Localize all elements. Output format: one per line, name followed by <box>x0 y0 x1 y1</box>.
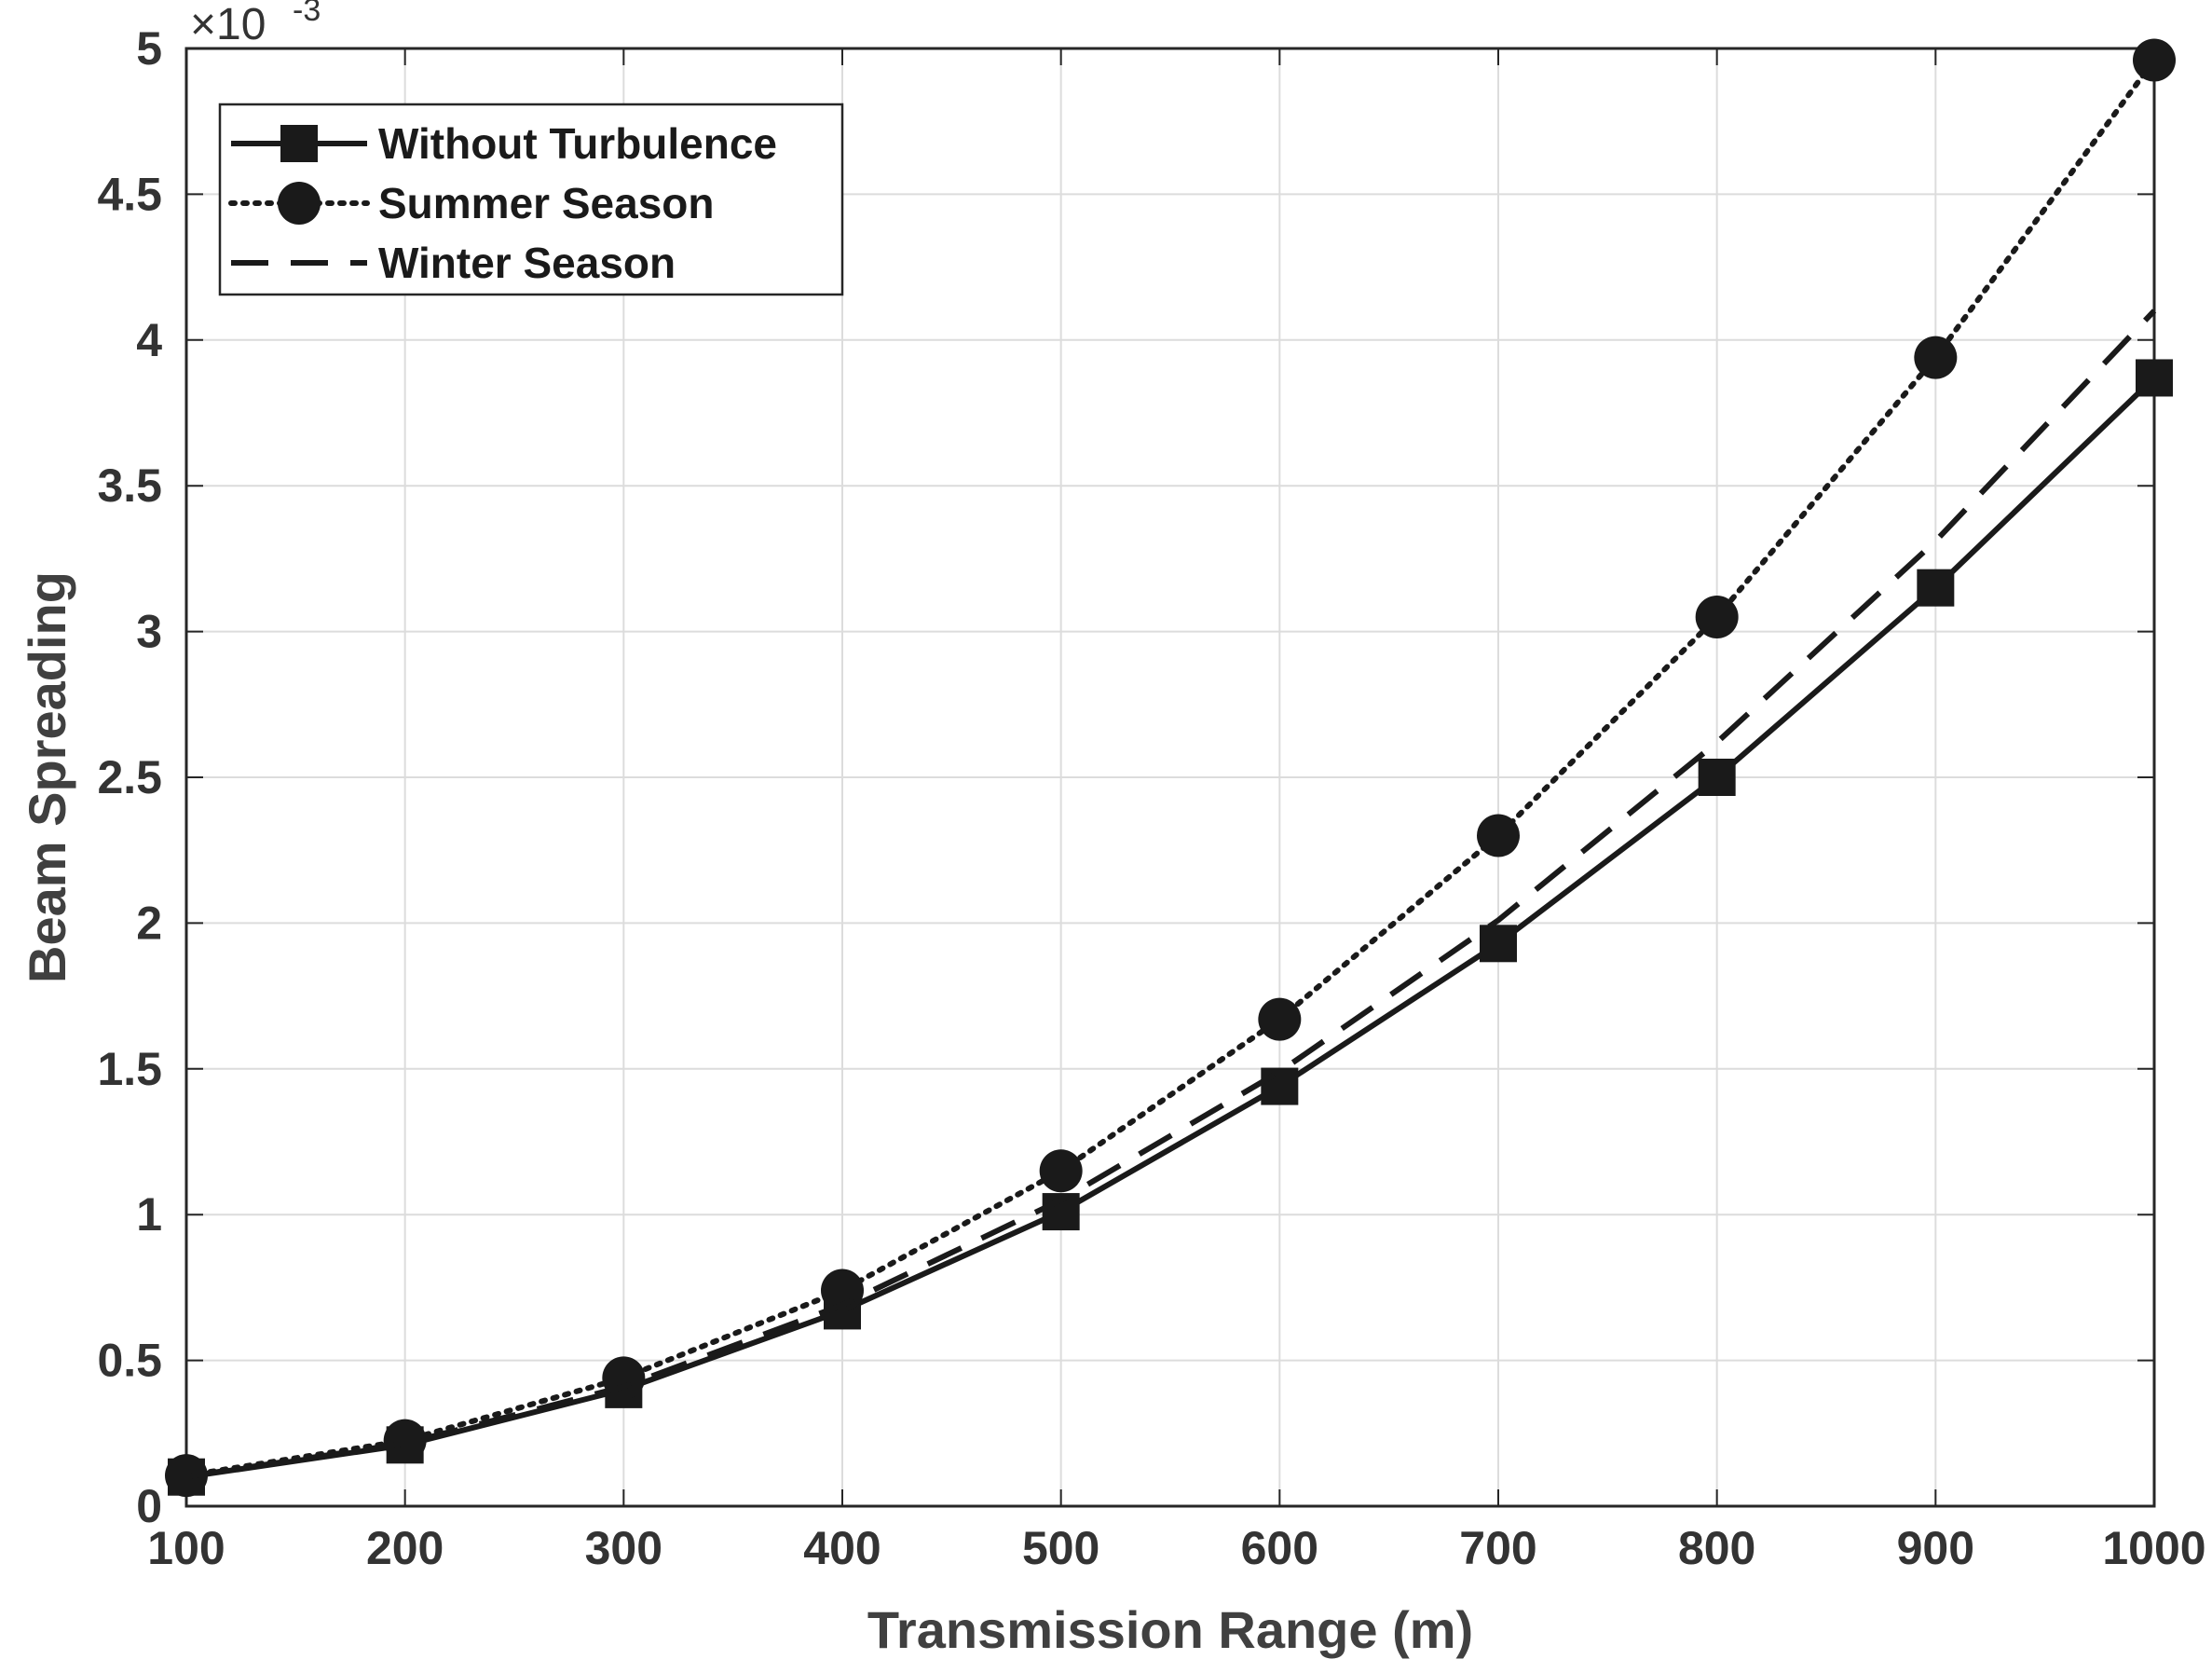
x-tick-label: 700 <box>1459 1522 1536 1574</box>
x-tick-label: 1000 <box>2102 1522 2205 1574</box>
series-line-summer-season <box>184 57 2157 1479</box>
y-tick-label: 1.5 <box>97 1043 162 1095</box>
legend-marker-summer-season <box>278 182 321 225</box>
data-point-summer-season <box>1039 1149 1083 1193</box>
legend-entry-without-turbulence: Without Turbulence <box>231 119 777 168</box>
legend-label-winter-season: Winter Season <box>378 239 676 287</box>
data-point-summer-season <box>383 1419 427 1462</box>
y-tick-label: 0.5 <box>97 1335 162 1387</box>
x-tick-labels: 100 200 300 400 500 600 700 800 900 1000 <box>147 1522 2205 1574</box>
x-tick-label: 900 <box>1897 1522 1974 1574</box>
y-tick-label: 5 <box>136 22 162 75</box>
data-point-without-turbulence <box>1480 925 1517 963</box>
data-point-without-turbulence <box>2136 359 2173 397</box>
data-point-summer-season <box>1258 997 1302 1041</box>
axes <box>184 47 2156 1508</box>
y-tick-labels: 0 0.5 1 1.5 2 2.5 3 3.5 4 4.5 5 <box>97 22 162 1532</box>
legend-label-without-turbulence: Without Turbulence <box>378 119 777 168</box>
y-tick-label: 4.5 <box>97 168 162 220</box>
y-exponent-base: ×10 <box>190 0 266 49</box>
x-tick-label: 400 <box>803 1522 881 1574</box>
legend: Without Turbulence Summer Season Winter Se… <box>218 103 844 296</box>
data-point-without-turbulence <box>1917 569 1955 607</box>
x-tick-label: 100 <box>147 1522 225 1574</box>
y-tick-label: 3 <box>136 606 162 658</box>
y-tick-label: 0 <box>136 1480 162 1532</box>
y-tick-label: 2.5 <box>97 751 162 803</box>
x-tick-label: 800 <box>1678 1522 1755 1574</box>
x-tick-label: 200 <box>366 1522 444 1574</box>
legend-marker-without-turbulence <box>280 125 318 162</box>
data-point-summer-season <box>1695 595 1739 638</box>
x-tick-label: 600 <box>1241 1522 1318 1574</box>
axes-box <box>184 47 2156 1508</box>
data-series <box>165 38 2176 1498</box>
data-point-without-turbulence <box>1698 759 1736 796</box>
y-tick-label: 1 <box>136 1188 162 1241</box>
data-point-summer-season <box>1477 814 1520 857</box>
y-axis-title: Beam Spreading <box>18 571 76 983</box>
legend-entry-summer-season: Summer Season <box>228 179 714 227</box>
x-axis-title: Transmission Range (m) <box>867 1600 1473 1659</box>
data-point-without-turbulence <box>1261 1067 1299 1105</box>
x-tick-label: 500 <box>1022 1522 1099 1574</box>
data-point-summer-season <box>2133 38 2176 82</box>
y-tick-label: 2 <box>136 897 162 949</box>
legend-label-summer-season: Summer Season <box>378 179 714 227</box>
y-tick-label: 3.5 <box>97 459 162 512</box>
legend-entry-winter-season: Winter Season <box>231 239 676 287</box>
y-axis-exponent: ×10 -3 <box>190 0 321 49</box>
y-exponent-power: -3 <box>293 0 321 28</box>
y-tick-label: 4 <box>136 314 162 366</box>
data-point-summer-season <box>1914 336 1958 379</box>
series-winter-season <box>185 309 2157 1480</box>
series-line-winter-season <box>185 309 2157 1480</box>
x-tick-label: 300 <box>585 1522 662 1574</box>
